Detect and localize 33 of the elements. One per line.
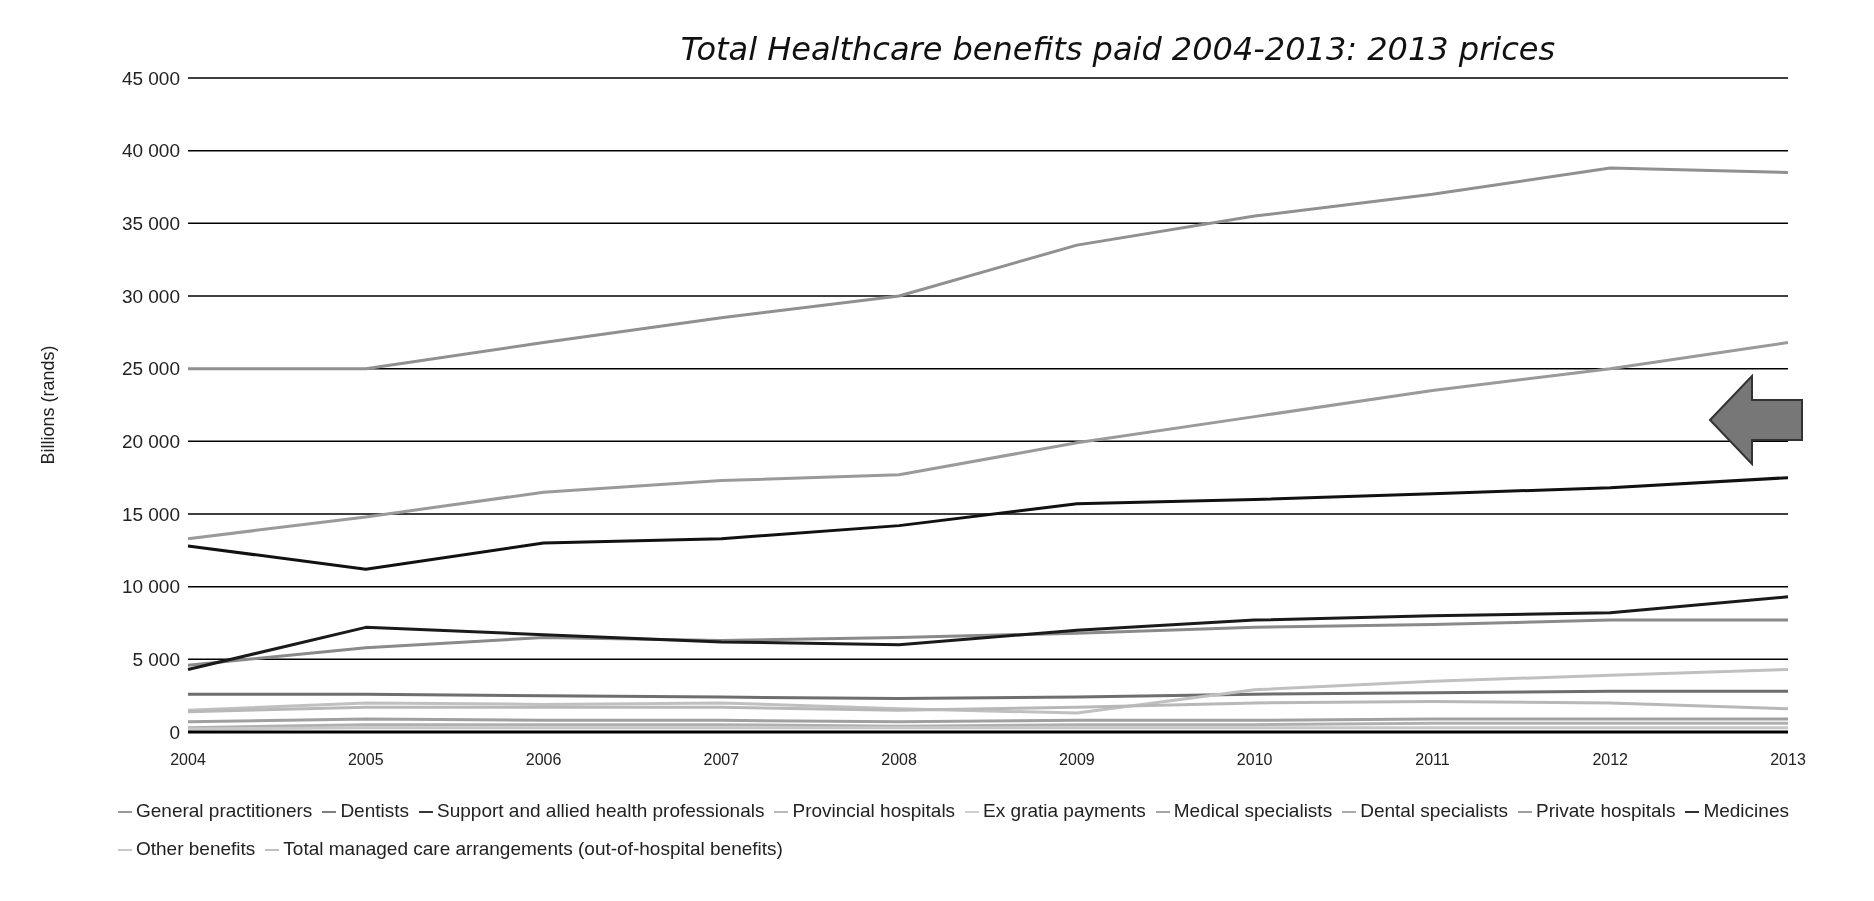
y-tick-label: 15 000 [121, 503, 180, 525]
y-tick-label: 35 000 [121, 213, 180, 235]
legend-label: Medical specialists [1173, 800, 1333, 821]
y-axis-title: Billions (rands) [38, 345, 59, 465]
x-tick-label: 2007 [703, 751, 740, 769]
y-tick-label: 45 000 [121, 67, 180, 89]
legend-label: Dental specialists [1360, 800, 1508, 821]
legend-label: Ex gratia payments [983, 800, 1146, 821]
legend-label: Support and allied health professionals [437, 800, 765, 821]
x-tick-label: 2009 [1059, 751, 1095, 769]
y-tick-label: 25 000 [121, 358, 180, 380]
y-tick-label: 5 000 [132, 649, 180, 671]
legend-label: Total managed care arrangements (out-of-hospital benefits) [283, 838, 783, 859]
legend-label: Dentists [340, 800, 410, 821]
y-tick-label: 40 000 [121, 140, 180, 162]
y-tick-label: 10 000 [121, 576, 180, 598]
x-tick-label: 2013 [1770, 751, 1806, 769]
x-tick-label: 2005 [347, 751, 384, 769]
x-tick-label: 2008 [881, 751, 918, 769]
legend-label: Medicines [1703, 800, 1789, 821]
y-tick-label: 30 000 [121, 285, 180, 307]
legend-label: General practitioners [136, 800, 313, 821]
legend-label: Provincial hospitals [792, 800, 956, 821]
legend-label: Other benefits [136, 838, 256, 859]
chart-title: Total Healthcare benefits paid 2004-2013: 2013 prices [679, 30, 1557, 68]
x-tick-label: 2011 [1415, 751, 1450, 769]
y-tick-label: 0 [169, 721, 180, 743]
y-tick-label: 20 000 [121, 431, 180, 453]
legend-label: Private hospitals [1536, 800, 1676, 821]
x-tick-label: 2006 [525, 751, 562, 769]
x-tick-label: 2004 [170, 751, 206, 769]
x-tick-label: 2012 [1592, 751, 1629, 769]
x-tick-label: 2010 [1236, 751, 1273, 769]
